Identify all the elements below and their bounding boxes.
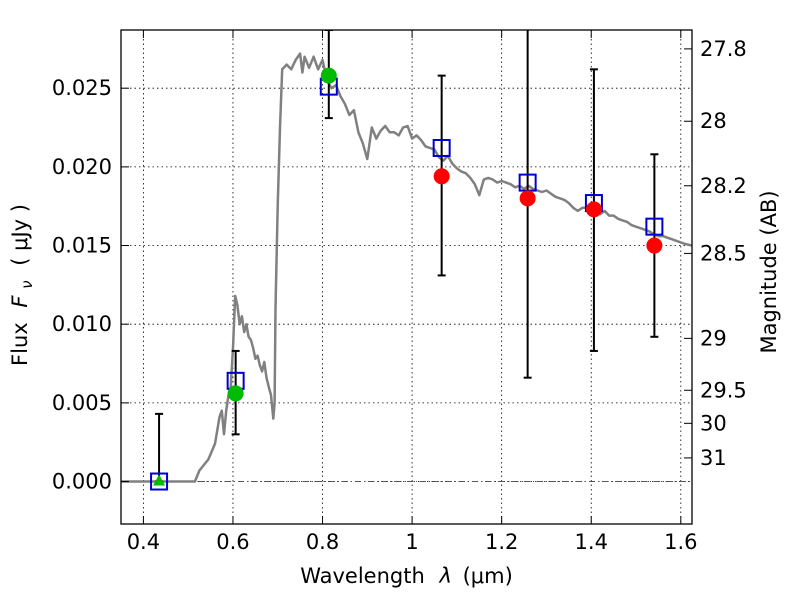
model-photometry-square [645,217,664,236]
x-axis-title: Wavelength λ (μm) [300,564,513,588]
y-axis-text: Flux [8,322,32,366]
y-tick-labels: 0.000 0.005 0.010 0.015 0.020 0.025 [52,76,112,493]
grid [121,30,692,524]
x-tick-label: 0.4 [127,530,160,554]
model-photometry-square [150,472,169,491]
y2-tick-label: 31 [700,446,727,470]
x-tick-label: 1.4 [575,530,608,554]
upper-limit-triangle [153,474,166,486]
y-tick-label: 0.000 [52,470,112,494]
y-axis-symbol: F [8,295,32,308]
axis-ticks [121,30,692,524]
x-tick-label: 0.6 [216,530,249,554]
plot-content [121,30,692,491]
y2-tick-label: 29 [700,326,727,350]
y-tick-label: 0.015 [52,234,112,258]
x-tick-label: 0.8 [306,530,339,554]
observed-point-red [585,201,602,218]
y2-tick-label: 29.5 [700,378,747,402]
y-axis-symbol-sub: ν [18,280,36,288]
y2-tick-label: 28.2 [700,174,747,198]
x-tick-label: 1.2 [485,530,518,554]
error-bar [155,412,164,483]
observed-point-red [646,237,663,254]
x-axis-unit: (μm) [463,564,513,588]
y-tick-label: 0.010 [52,312,112,336]
x-axis-symbol: λ [438,564,451,588]
observed-point-red [433,168,450,185]
y-axis-unit: ( μJy ) [8,204,32,266]
y-tick-label: 0.005 [52,391,112,415]
x-axis-text: Wavelength [300,564,425,588]
model-photometry-square [432,138,451,157]
y2-tick-label: 30 [700,411,727,435]
observed-point-red [519,190,536,207]
y2-tick-label: 28 [700,109,727,133]
y2-axis-title: Magnitude (AB) [757,190,781,353]
y-axis-title: Flux F ν ( μJy ) [8,204,37,366]
plot-frame [120,29,693,525]
x-tick-labels: 0.4 0.6 0.8 1 1.2 1.4 1.6 [127,530,698,554]
x-tick-label: 1.6 [664,530,697,554]
y2-tick-label: 28.5 [700,241,747,265]
y2-tick-label: 27.8 [700,37,747,61]
observed-point-green [320,67,337,84]
y2-tick-labels: 27.8 28 28.2 28.5 29 29.5 30 31 [700,37,747,470]
y-tick-label: 0.025 [52,76,112,100]
observed-point-green [227,385,244,402]
model-spectrum-line [121,52,692,483]
y-tick-label: 0.020 [52,155,112,179]
x-tick-label: 1 [405,530,418,554]
